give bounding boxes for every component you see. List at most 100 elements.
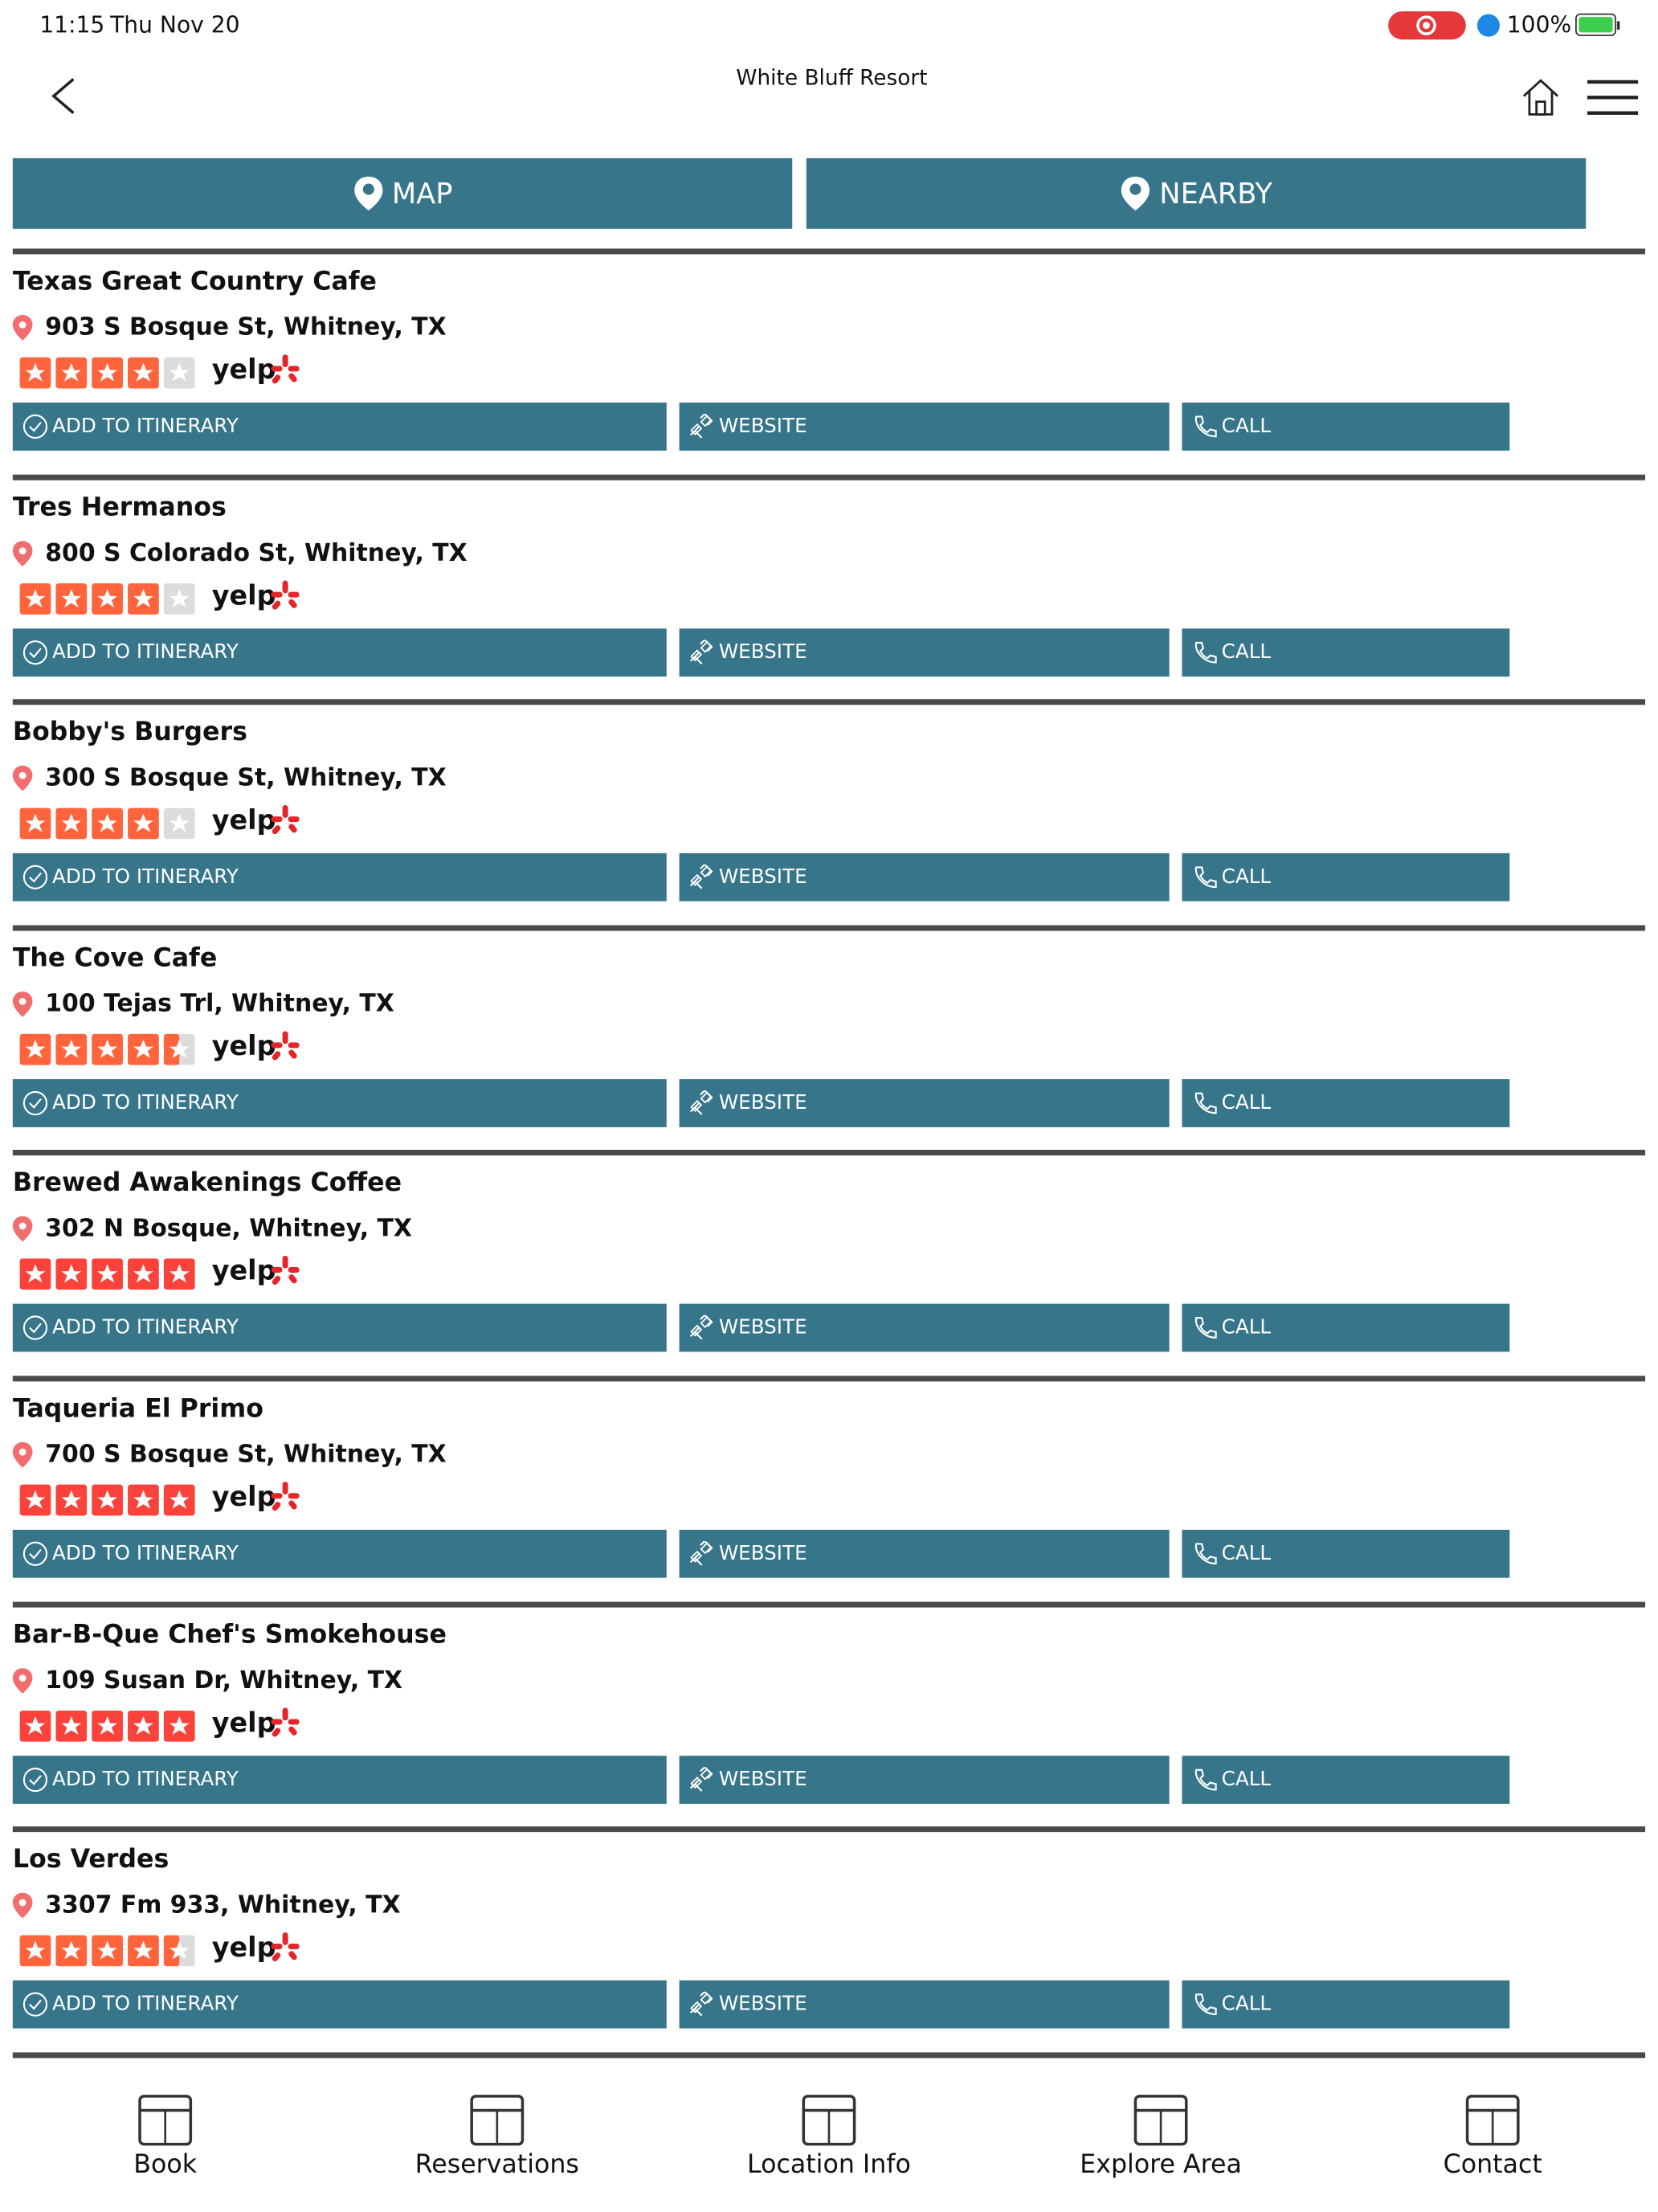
separator xyxy=(12,699,1646,705)
star-shape xyxy=(61,1490,82,1509)
yelp-logo: yelp xyxy=(211,805,276,837)
pin-icon xyxy=(12,1441,33,1468)
star-shape xyxy=(61,1039,82,1058)
rating-stars xyxy=(19,1484,195,1516)
listing-address: 3307 Fm 933, Whitney, TX xyxy=(45,1891,401,1920)
nav-icon xyxy=(470,2095,525,2146)
yelp-logo: yelp xyxy=(211,1707,276,1739)
action-button[interactable]: ADD TO ITINERARY xyxy=(12,403,667,451)
pin-icon xyxy=(12,766,33,791)
star-shape xyxy=(97,1715,117,1735)
pin-icon xyxy=(12,315,33,341)
action-button[interactable]: CALL xyxy=(1182,853,1510,902)
action-icon xyxy=(22,1541,48,1566)
nav-label[interactable]: Reservations xyxy=(414,2149,579,2180)
listing-address: 800 S Colorado St, Whitney, TX xyxy=(45,538,468,568)
action-icon xyxy=(1194,1993,1217,2016)
action-label: ADD TO ITINERARY xyxy=(52,1993,239,2016)
action-button[interactable]: CALL xyxy=(1182,1304,1510,1353)
action-icon xyxy=(22,1090,48,1115)
date: Thu Nov 20 xyxy=(110,11,240,39)
nav-label[interactable]: Location Info xyxy=(747,2149,911,2180)
action-icon xyxy=(689,1090,713,1115)
nav-label[interactable]: Explore Area xyxy=(1080,2149,1242,2180)
star-shape xyxy=(169,1715,190,1735)
action-label: ADD TO ITINERARY xyxy=(52,1768,239,1791)
star-shape xyxy=(133,1490,153,1509)
action-icon xyxy=(22,1316,48,1341)
star-shape xyxy=(25,1940,46,1960)
action-button[interactable]: CALL xyxy=(1182,1529,1510,1578)
yelp-logo: yelp xyxy=(211,1482,276,1513)
listing-address: 300 S Bosque St, Whitney, TX xyxy=(45,764,447,793)
map-tab[interactable]: MAP xyxy=(12,157,793,229)
action-button[interactable]: ADD TO ITINERARY xyxy=(12,1304,667,1353)
action-icon xyxy=(22,640,48,664)
home-button[interactable] xyxy=(1520,76,1562,119)
action-button[interactable]: CALL xyxy=(1182,628,1510,677)
action-icon xyxy=(1194,415,1217,438)
action-icon xyxy=(1194,1092,1217,1114)
action-button[interactable]: WEBSITE xyxy=(679,628,1170,677)
action-icon xyxy=(689,1540,713,1566)
star-shape xyxy=(61,1940,82,1960)
action-icon xyxy=(689,1315,713,1341)
listing-address: 109 Susan Dr, Whitney, TX xyxy=(45,1666,403,1695)
tab-label: MAP xyxy=(391,176,453,211)
action-button[interactable]: ADD TO ITINERARY xyxy=(12,1981,667,2029)
separator xyxy=(12,473,1646,480)
nav-label[interactable]: Book xyxy=(133,2149,198,2180)
yelp-burst xyxy=(271,1482,300,1511)
action-button[interactable]: CALL xyxy=(1182,1078,1510,1127)
yelp-burst xyxy=(271,805,300,835)
nav-icon xyxy=(138,2095,193,2146)
listing-name: Texas Great Country Cafe xyxy=(12,267,378,297)
action-button[interactable]: WEBSITE xyxy=(679,403,1170,451)
rating-stars xyxy=(19,1710,195,1741)
action-button[interactable]: ADD TO ITINERARY xyxy=(12,628,667,677)
action-button[interactable]: WEBSITE xyxy=(679,1078,1170,1127)
listing-address: 302 N Bosque, Whitney, TX xyxy=(45,1215,412,1244)
action-label: CALL xyxy=(1221,1091,1272,1114)
battery-text: 100% xyxy=(1506,11,1572,39)
listing-name: Taqueria El Primo xyxy=(12,1394,264,1425)
action-label: CALL xyxy=(1221,1768,1272,1791)
nav-label[interactable]: Contact xyxy=(1443,2149,1542,2180)
action-button[interactable]: ADD TO ITINERARY xyxy=(12,1078,667,1127)
action-label: CALL xyxy=(1221,1542,1272,1565)
star-shape xyxy=(25,362,46,382)
listing-name: Brewed Awakenings Coffee xyxy=(12,1168,402,1199)
action-button[interactable]: WEBSITE xyxy=(679,1755,1170,1804)
pin-icon xyxy=(12,991,33,1017)
nav-icon xyxy=(802,2095,856,2146)
action-button[interactable]: WEBSITE xyxy=(679,1981,1170,2029)
separator xyxy=(12,1826,1646,1833)
yelp-burst xyxy=(271,1030,300,1061)
listing-name: Tres Hermanos xyxy=(12,492,227,522)
star-shape xyxy=(169,588,190,607)
action-button[interactable]: ADD TO ITINERARY xyxy=(12,1529,667,1578)
action-button[interactable]: WEBSITE xyxy=(679,1529,1170,1578)
action-button[interactable]: ADD TO ITINERARY xyxy=(12,1755,667,1804)
action-button[interactable]: WEBSITE xyxy=(679,1304,1170,1353)
action-icon xyxy=(22,1992,48,2018)
action-icon xyxy=(1194,866,1217,889)
menu-button[interactable] xyxy=(1587,78,1639,117)
action-label: ADD TO ITINERARY xyxy=(52,1542,239,1565)
action-label: WEBSITE xyxy=(718,415,807,438)
action-button[interactable]: CALL xyxy=(1182,403,1510,451)
star-shape xyxy=(133,813,153,832)
pin-icon xyxy=(12,1893,33,1919)
yelp-burst xyxy=(271,1932,300,1962)
star-fill xyxy=(163,1033,180,1065)
action-icon xyxy=(689,865,713,889)
separator xyxy=(12,2052,1646,2059)
nearby-tab[interactable]: NEARBY xyxy=(806,157,1587,229)
action-button[interactable]: ADD TO ITINERARY xyxy=(12,853,667,902)
status-icons xyxy=(1388,11,1500,40)
action-button[interactable]: CALL xyxy=(1182,1755,1510,1804)
action-button[interactable]: CALL xyxy=(1182,1981,1510,2029)
back-button[interactable] xyxy=(43,73,85,118)
action-button[interactable]: WEBSITE xyxy=(679,853,1170,902)
